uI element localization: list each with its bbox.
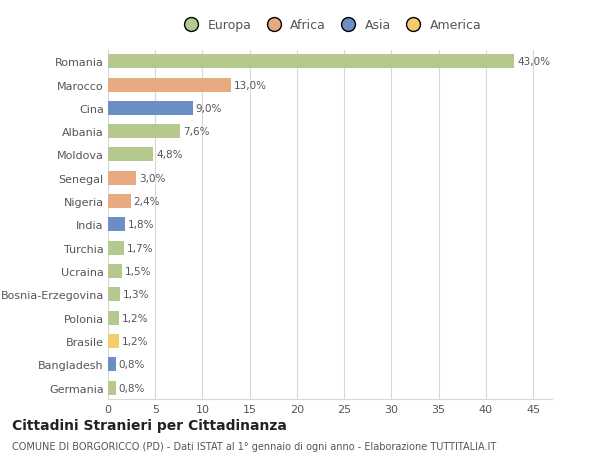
Bar <box>108 101 193 116</box>
Text: 0,8%: 0,8% <box>118 359 145 369</box>
Bar <box>108 358 116 371</box>
Bar <box>108 241 124 255</box>
Text: 4,8%: 4,8% <box>156 150 182 160</box>
Bar <box>108 148 154 162</box>
Bar <box>108 125 180 139</box>
Text: COMUNE DI BORGORICCO (PD) - Dati ISTAT al 1° gennaio di ogni anno - Elaborazione: COMUNE DI BORGORICCO (PD) - Dati ISTAT a… <box>12 441 496 451</box>
Text: 3,0%: 3,0% <box>139 174 166 184</box>
Bar <box>108 334 119 348</box>
Bar <box>108 311 119 325</box>
Text: 0,8%: 0,8% <box>118 383 145 393</box>
Bar <box>108 288 120 302</box>
Text: 1,5%: 1,5% <box>125 266 152 276</box>
Text: 9,0%: 9,0% <box>196 104 222 114</box>
Bar <box>108 171 136 185</box>
Bar <box>108 55 514 69</box>
Text: 1,3%: 1,3% <box>123 290 149 300</box>
Bar <box>108 264 122 279</box>
Text: 13,0%: 13,0% <box>233 80 266 90</box>
Text: 1,7%: 1,7% <box>127 243 154 253</box>
Text: 1,2%: 1,2% <box>122 336 149 346</box>
Bar <box>108 218 125 232</box>
Text: 2,4%: 2,4% <box>134 196 160 207</box>
Legend: Europa, Africa, Asia, America: Europa, Africa, Asia, America <box>173 14 487 37</box>
Bar <box>108 381 116 395</box>
Text: 1,2%: 1,2% <box>122 313 149 323</box>
Text: 43,0%: 43,0% <box>517 57 550 67</box>
Bar <box>108 195 131 209</box>
Bar <box>108 78 231 92</box>
Text: 7,6%: 7,6% <box>182 127 209 137</box>
Text: Cittadini Stranieri per Cittadinanza: Cittadini Stranieri per Cittadinanza <box>12 418 287 431</box>
Text: 1,8%: 1,8% <box>128 220 154 230</box>
